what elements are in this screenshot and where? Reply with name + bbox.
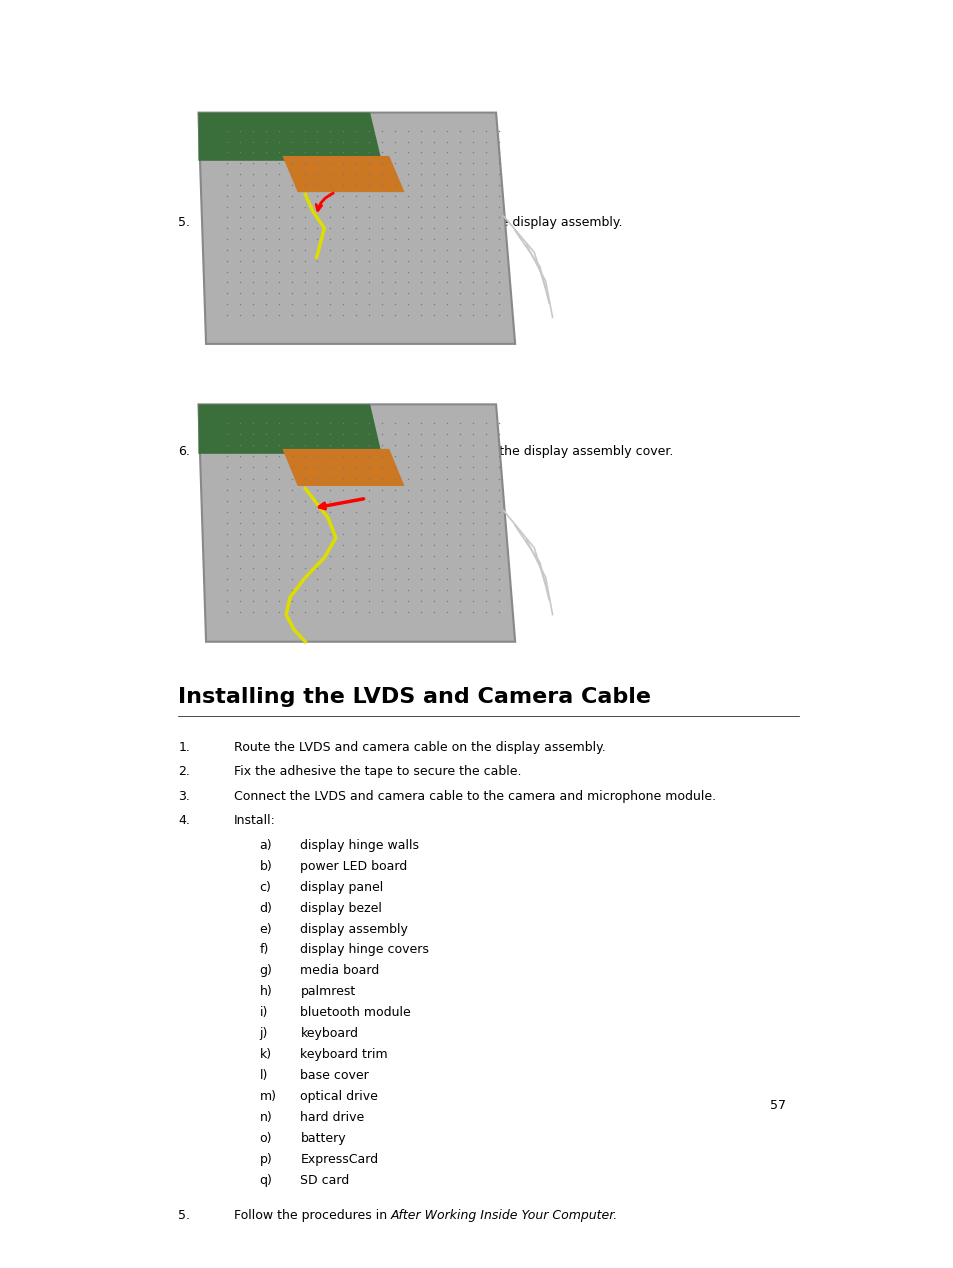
Text: Fix the adhesive the tape to secure the cable.: Fix the adhesive the tape to secure the … <box>233 766 520 779</box>
Text: ExpressCard: ExpressCard <box>300 1154 378 1167</box>
Text: o): o) <box>259 1132 272 1145</box>
Text: display bezel: display bezel <box>300 902 382 914</box>
Text: 4.: 4. <box>178 814 190 827</box>
Text: c): c) <box>259 880 272 894</box>
Text: Pry up the LVDS and camera cable from the display assembly.: Pry up the LVDS and camera cable from th… <box>233 216 621 228</box>
Text: i): i) <box>259 1007 268 1019</box>
Text: display assembly: display assembly <box>300 923 408 936</box>
Text: j): j) <box>259 1027 268 1041</box>
Polygon shape <box>198 113 515 344</box>
Text: a): a) <box>259 838 272 852</box>
Text: palmrest: palmrest <box>300 985 355 998</box>
Text: battery: battery <box>300 1132 346 1145</box>
Text: display hinge walls: display hinge walls <box>300 838 419 852</box>
Text: b): b) <box>259 860 273 872</box>
Text: Follow the procedures in: Follow the procedures in <box>233 1210 391 1222</box>
Text: 1.: 1. <box>178 741 190 754</box>
Text: media board: media board <box>300 965 379 978</box>
Text: display hinge covers: display hinge covers <box>300 943 429 956</box>
Text: power LED board: power LED board <box>300 860 407 872</box>
Text: Route the LVDS and camera cable on the display assembly.: Route the LVDS and camera cable on the d… <box>233 741 605 754</box>
Text: 2.: 2. <box>178 766 190 779</box>
Text: n): n) <box>259 1112 273 1125</box>
Text: 3.: 3. <box>178 790 190 803</box>
Text: bluetooth module: bluetooth module <box>300 1007 411 1019</box>
Polygon shape <box>198 404 381 454</box>
Polygon shape <box>198 113 381 161</box>
Text: Remove the LVDS and camera cable from the display assembly cover.: Remove the LVDS and camera cable from th… <box>233 445 673 458</box>
Text: Connect the LVDS and camera cable to the camera and microphone module.: Connect the LVDS and camera cable to the… <box>233 790 715 803</box>
Text: f): f) <box>259 943 269 956</box>
Text: m): m) <box>259 1090 276 1103</box>
Text: Installing the LVDS and Camera Cable: Installing the LVDS and Camera Cable <box>178 687 651 708</box>
Text: k): k) <box>259 1049 272 1061</box>
Text: p): p) <box>259 1154 273 1167</box>
Text: l): l) <box>259 1069 268 1083</box>
Text: optical drive: optical drive <box>300 1090 378 1103</box>
Text: 57: 57 <box>769 1099 785 1112</box>
Text: q): q) <box>259 1174 273 1187</box>
Text: keyboard: keyboard <box>300 1027 358 1041</box>
Text: base cover: base cover <box>300 1069 369 1083</box>
Text: display panel: display panel <box>300 880 383 894</box>
Text: d): d) <box>259 902 273 914</box>
Text: SD card: SD card <box>300 1174 349 1187</box>
Text: After Working Inside Your Computer.: After Working Inside Your Computer. <box>391 1210 618 1222</box>
Text: 5.: 5. <box>178 1210 191 1222</box>
Text: hard drive: hard drive <box>300 1112 364 1125</box>
Polygon shape <box>282 449 404 486</box>
Text: g): g) <box>259 965 273 978</box>
Text: keyboard trim: keyboard trim <box>300 1049 388 1061</box>
Text: e): e) <box>259 923 272 936</box>
Text: h): h) <box>259 985 273 998</box>
Text: 5.: 5. <box>178 216 191 228</box>
Text: 6.: 6. <box>178 445 190 458</box>
Text: Install:: Install: <box>233 814 275 827</box>
Polygon shape <box>282 156 404 193</box>
Polygon shape <box>198 404 515 642</box>
